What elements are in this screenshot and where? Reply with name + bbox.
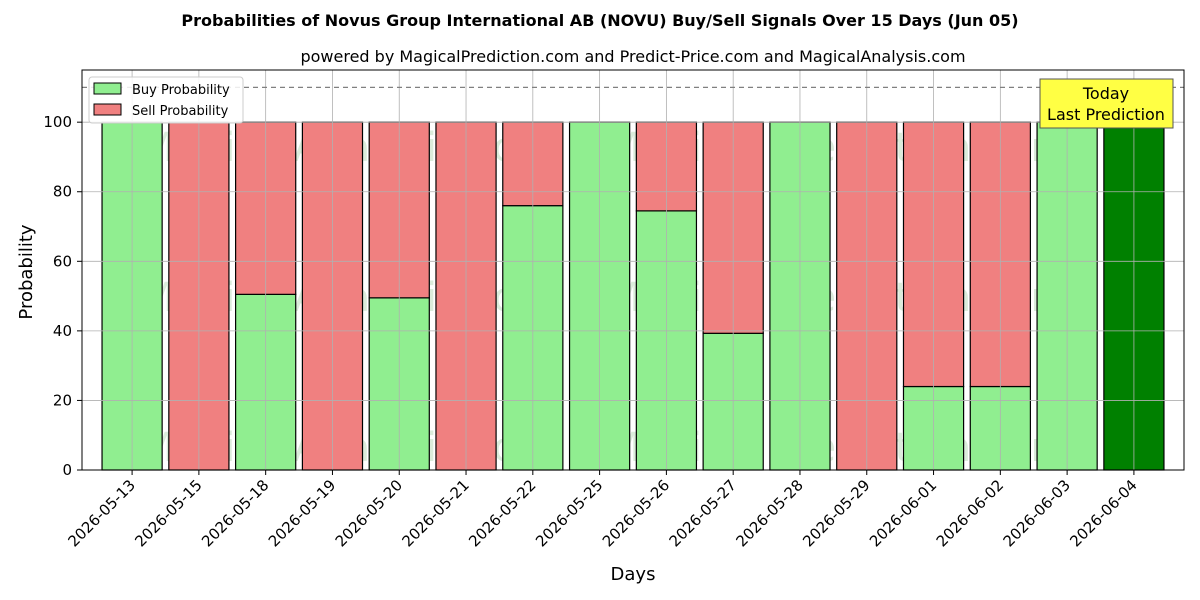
y-tick-label: 20 bbox=[53, 391, 72, 409]
legend-label-sell: Sell Probability bbox=[132, 104, 229, 119]
annotation-box bbox=[1039, 78, 1174, 129]
chart-title: Probabilities of Novus Group Internation… bbox=[181, 11, 1018, 30]
annotation-text: Last Prediction bbox=[1047, 105, 1165, 124]
x-tick-label: 2026-05-15 bbox=[131, 476, 205, 550]
x-tick-label: 2026-05-26 bbox=[599, 476, 673, 550]
annotation-text: Today bbox=[1082, 84, 1129, 103]
chart-subtitle: powered by MagicalPrediction.com and Pre… bbox=[300, 47, 965, 66]
x-tick-label: 2026-05-29 bbox=[799, 476, 873, 550]
x-tick-label: 2026-05-28 bbox=[732, 476, 806, 550]
x-tick-label: 2026-05-20 bbox=[332, 476, 406, 550]
x-tick-label: 2026-05-25 bbox=[532, 476, 606, 550]
legend-swatch-buy bbox=[93, 82, 122, 95]
x-tick-label: 2026-06-01 bbox=[866, 476, 940, 550]
legend-swatch-sell bbox=[93, 103, 122, 116]
x-tick-label: 2026-06-04 bbox=[1066, 476, 1140, 550]
y-tick-label: 60 bbox=[53, 252, 72, 270]
y-tick-label: 100 bbox=[43, 113, 72, 131]
x-tick-label: 2026-05-27 bbox=[666, 476, 740, 550]
y-tick-label: 80 bbox=[53, 183, 72, 201]
x-tick-label: 2026-05-18 bbox=[198, 476, 272, 550]
legend-box bbox=[88, 76, 244, 124]
y-axis-label: Probability bbox=[16, 224, 37, 319]
x-tick-label: 2026-06-02 bbox=[933, 476, 1007, 550]
x-tick-label: 2026-05-22 bbox=[465, 476, 539, 550]
x-axis-label: Days bbox=[611, 564, 656, 585]
y-tick-label: 40 bbox=[53, 322, 72, 340]
x-tick-label: 2026-05-21 bbox=[398, 476, 472, 550]
legend-label-buy: Buy Probability bbox=[132, 83, 230, 98]
plot-frame bbox=[81, 69, 1185, 471]
plot-area: MagicalAnalysis.comMagical Prediction.co… bbox=[43, 69, 1185, 550]
x-tick-label: 2026-06-03 bbox=[1000, 476, 1074, 550]
x-tick-label: 2026-05-13 bbox=[65, 476, 139, 550]
y-tick-label: 0 bbox=[62, 461, 72, 479]
x-tick-label: 2026-05-19 bbox=[265, 476, 339, 550]
